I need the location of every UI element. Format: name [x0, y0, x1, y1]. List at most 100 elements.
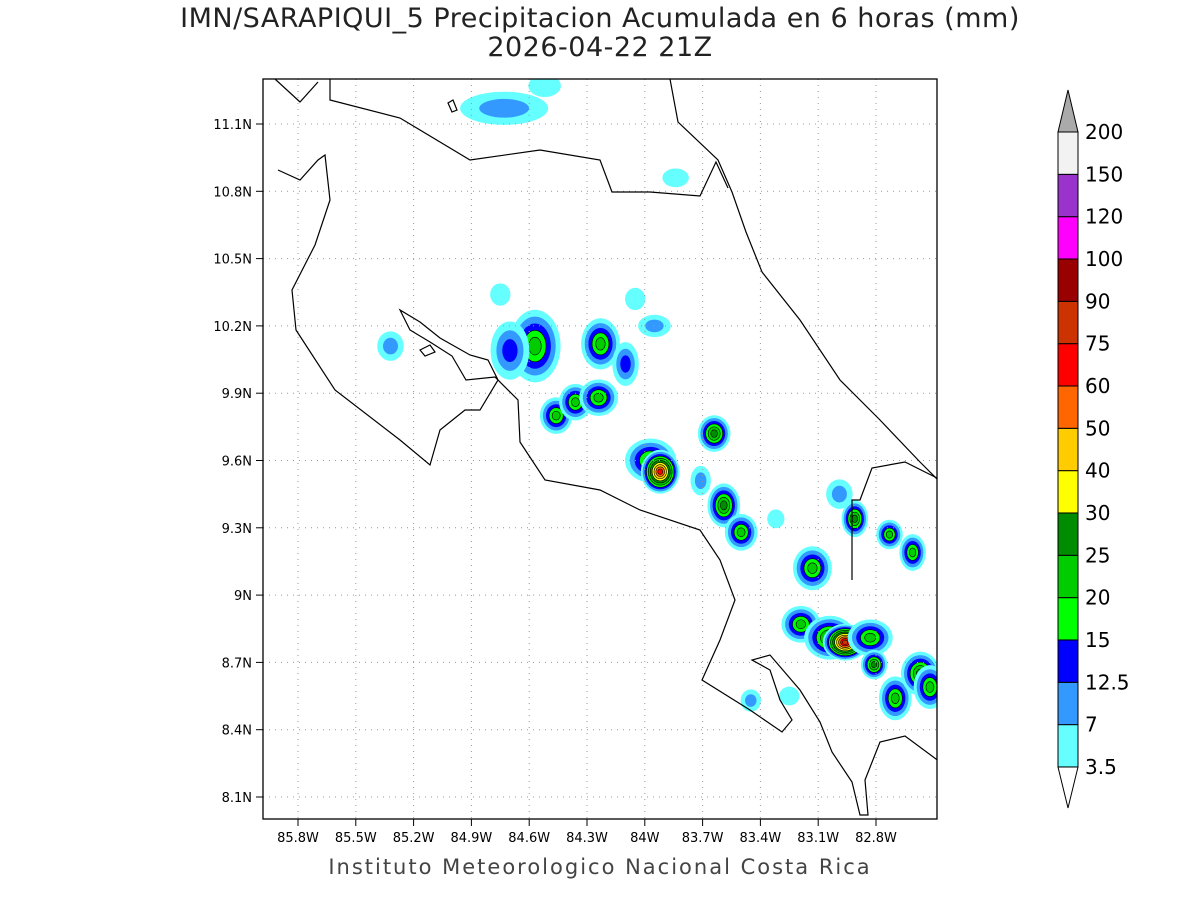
lon-tick-label: 83.1W	[797, 831, 839, 846]
lat-tick-label: 11.1N	[213, 118, 252, 133]
precip-cell	[490, 283, 511, 306]
precip-contour	[571, 397, 580, 407]
precip-contour	[890, 692, 900, 704]
precip-cell	[847, 619, 893, 657]
gridlines	[263, 79, 937, 819]
precip-cell	[625, 287, 646, 311]
precip-contour	[502, 339, 518, 363]
lat-tick-label: 8.4N	[222, 724, 252, 739]
legend-label: 30	[1085, 501, 1110, 525]
precip-cell	[876, 519, 903, 550]
precip-contour	[871, 661, 878, 668]
precip-cell	[826, 479, 853, 509]
legend-swatch	[1057, 639, 1079, 683]
precip-contour	[625, 287, 646, 311]
lat-tick-label: 10.8N	[213, 185, 252, 200]
legend-over-triangle	[1057, 89, 1079, 133]
legend-swatch	[1057, 681, 1079, 726]
legend-swatch	[1057, 173, 1079, 218]
legend-label: 100	[1085, 247, 1123, 271]
precip-contour	[909, 547, 917, 558]
precip-cell	[793, 546, 832, 591]
precip-cell	[690, 465, 711, 496]
lat-tick-label: 8.1N	[222, 791, 252, 806]
precip-cell	[779, 686, 800, 706]
precip-contour	[720, 500, 728, 511]
lon-tick-label: 84.6W	[508, 831, 550, 846]
precip-contour	[528, 336, 542, 356]
lon-tick-label: 84.3W	[566, 831, 608, 846]
map-title: IMN/SARAPIQUI_5 Precipitacion Acumulada …	[180, 3, 1020, 34]
legend-swatch	[1057, 131, 1079, 175]
precip-contour	[595, 337, 606, 351]
credit-text: Instituto Meteorologico Nacional Costa R…	[328, 855, 872, 879]
precip-contour	[795, 619, 806, 630]
precip-cell	[579, 379, 618, 417]
lat-tick-label: 9.6N	[222, 455, 252, 470]
legend-label: 15	[1085, 628, 1110, 652]
precip-contour	[645, 319, 664, 333]
lon-tick-label: 83.7W	[682, 831, 724, 846]
lon-tick-label: 85.5W	[335, 831, 377, 846]
legend-label: 90	[1085, 289, 1110, 313]
precip-contour	[382, 337, 398, 355]
axis-ticks: 85.8W 85.5W 85.2W 84.9W 84.6W 84.3W 84W 83.7W 83…	[213, 118, 897, 846]
precip-contour	[745, 694, 757, 707]
legend-label: 50	[1085, 416, 1110, 440]
legend-swatch	[1057, 385, 1079, 429]
legend-label: 12.5	[1085, 670, 1130, 694]
map-frame	[262, 78, 938, 820]
lon-tick-label: 82.8W	[855, 831, 897, 846]
color-legend: 3.5 7 12.5 15 20 25 30 40 50 60 75 90 100 120 150 200	[1057, 89, 1130, 809]
precip-cell	[460, 91, 549, 125]
precip-cell	[581, 318, 620, 370]
precip-contour	[807, 562, 818, 574]
legend-label: 75	[1085, 332, 1110, 356]
map-valid-time: 2026-04-22 21Z	[487, 32, 713, 63]
legend-swatch	[1057, 427, 1079, 472]
precip-contour	[657, 468, 663, 475]
precip-contour	[479, 98, 530, 118]
precip-cell	[707, 483, 741, 528]
lon-tick-label: 85.8W	[277, 831, 319, 846]
legend-swatch	[1057, 300, 1079, 345]
lon-tick-label: 84.9W	[450, 831, 492, 846]
precip-contour	[551, 410, 561, 421]
legend-swatch	[1057, 470, 1079, 514]
legend-label: 200	[1085, 120, 1123, 144]
legend-label: 20	[1085, 586, 1110, 610]
precip-contour	[736, 527, 746, 538]
precip-cell	[612, 342, 639, 386]
lat-tick-label: 9.9N	[222, 387, 252, 402]
legend-label: 150	[1085, 162, 1123, 186]
precip-cell	[860, 649, 888, 680]
precip-cell	[662, 168, 689, 188]
precip-contour	[925, 681, 935, 693]
legend-label: 120	[1085, 205, 1123, 229]
precip-cell	[638, 314, 671, 338]
coastline	[274, 79, 937, 816]
precip-contour	[851, 514, 858, 523]
legend-swatch	[1057, 724, 1079, 768]
lat-tick-label: 10.5N	[213, 253, 252, 268]
precip-contour	[593, 392, 604, 403]
precip-contour	[767, 509, 785, 529]
precip-cell	[767, 509, 785, 529]
precip-cell	[740, 689, 761, 712]
precip-contour	[490, 283, 511, 306]
lon-tick-label: 83.4W	[739, 831, 781, 846]
precip-contour	[831, 485, 847, 503]
precip-cells	[377, 79, 937, 721]
precip-contour	[662, 168, 689, 188]
legend-swatch	[1057, 597, 1079, 641]
precip-contour	[779, 686, 800, 706]
lat-tick-label: 8.7N	[222, 656, 252, 671]
legend-swatch	[1057, 216, 1079, 260]
legend-swatch	[1057, 258, 1079, 302]
precip-contour	[864, 632, 877, 643]
precip-contour	[710, 429, 718, 438]
precip-cell	[697, 415, 731, 452]
precip-contour	[620, 355, 631, 373]
legend-under-triangle	[1057, 766, 1079, 809]
precip-cell	[724, 513, 758, 551]
